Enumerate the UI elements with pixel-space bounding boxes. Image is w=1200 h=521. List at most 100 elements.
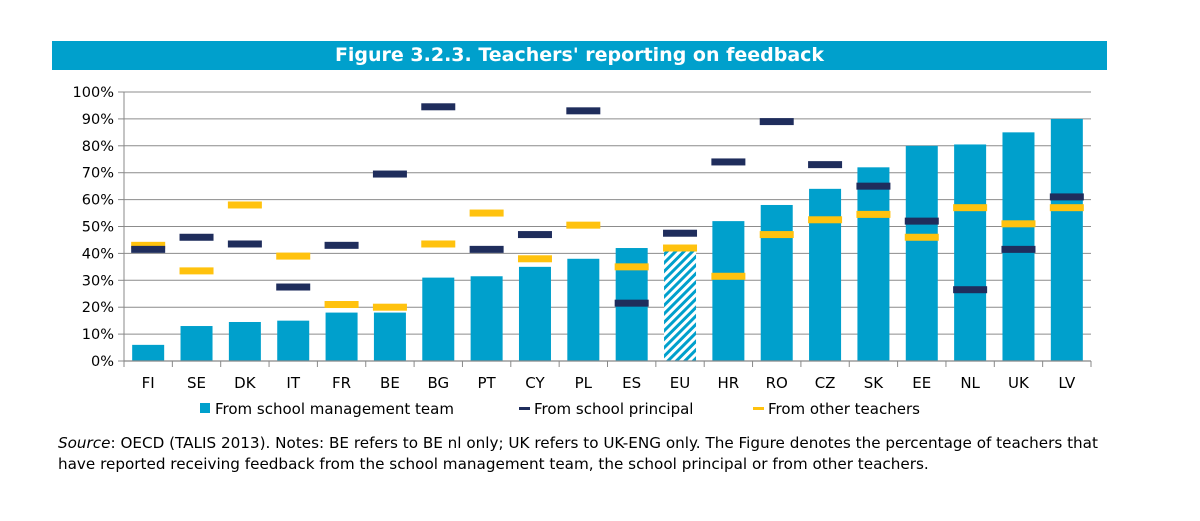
marker-principal-cy (517, 231, 552, 239)
x-tick-label: SE (187, 374, 206, 392)
marker-principal-se (179, 233, 214, 241)
source-text: : OECD (TALIS 2013). Notes: BE refers to… (58, 434, 1098, 473)
x-tick-label: PL (575, 374, 593, 392)
marker-principal-pl (566, 107, 601, 115)
y-tick-label: 40% (82, 246, 114, 262)
bar-lv (1050, 118, 1083, 362)
legend-swatch-principal (519, 407, 530, 410)
bar-be (373, 312, 406, 361)
x-tick-label: NL (960, 374, 980, 392)
bar-fr (325, 312, 358, 361)
y-tick-label: 50% (82, 220, 114, 236)
x-tick-label: FR (332, 374, 351, 392)
bar-pl (567, 258, 600, 361)
marker-teachers-hr (711, 272, 746, 280)
bar-bg (422, 277, 455, 361)
y-axis-tick-labels: 0% 10% 20% 30% 40% 50% 60% 70% 80% 90% 100% (73, 85, 114, 370)
bars-management-team (132, 118, 1083, 362)
marker-principal-dk (227, 240, 262, 248)
marker-teachers-bg (421, 240, 456, 248)
x-tick-label: RO (766, 374, 788, 392)
x-tick-label: EE (912, 374, 931, 392)
marker-teachers-cy (517, 255, 552, 263)
x-tick-label: IT (286, 374, 300, 392)
y-tick-label: 10% (82, 327, 114, 343)
marker-principal-ee (904, 217, 939, 225)
legend: From school management team From school p… (200, 400, 920, 418)
y-tick-label: 70% (82, 166, 114, 182)
x-axis (123, 92, 1092, 367)
marker-principal-eu (663, 229, 698, 237)
marker-principal-fr (324, 241, 359, 249)
marker-principal-es (614, 299, 649, 307)
marker-teachers-se (179, 267, 214, 275)
bar-it (277, 320, 310, 361)
x-tick-label: BG (427, 374, 449, 392)
bar-nl (954, 144, 987, 361)
y-tick-label: 20% (82, 300, 114, 316)
y-tick-label: 0% (91, 354, 114, 370)
bar-hr (712, 221, 745, 361)
marker-teachers-dk (227, 201, 262, 209)
marker-teachers-fi (131, 241, 166, 249)
marker-teachers-lv (1049, 204, 1084, 212)
marker-principal-lv (1049, 193, 1084, 201)
bar-fi (132, 344, 165, 361)
bar-ee (905, 145, 938, 361)
x-tick-label: CZ (815, 374, 836, 392)
marker-teachers-pt (469, 209, 504, 217)
marker-principal-cz (808, 161, 843, 169)
y-tick-label: 90% (82, 112, 114, 128)
marker-teachers-eu (663, 244, 698, 252)
y-tick-label: 30% (82, 273, 114, 289)
bar-sk (857, 167, 890, 361)
marker-teachers-be (372, 303, 407, 311)
x-tick-label: LV (1058, 374, 1076, 392)
marker-teachers-ro (759, 231, 794, 239)
bar-se (180, 326, 213, 361)
legend-swatch-management-team (200, 403, 210, 413)
x-tick-label: PT (478, 374, 497, 392)
marker-teachers-es (614, 263, 649, 271)
x-tick-label: CY (525, 374, 545, 392)
y-tick-label: 80% (82, 139, 114, 155)
marker-teachers-pl (566, 221, 601, 229)
marker-teachers-cz (808, 216, 843, 224)
marker-teachers-nl (953, 204, 988, 212)
source-label: Source (58, 434, 111, 452)
bar-cz (809, 188, 842, 361)
x-tick-label: SK (864, 374, 885, 392)
marker-principal-ro (759, 118, 794, 126)
source-note: Source: OECD (TALIS 2013). Notes: BE ref… (58, 433, 1108, 474)
marker-principal-bg (421, 103, 456, 111)
bar-cy (518, 266, 551, 361)
x-tick-label: HR (718, 374, 740, 392)
marker-principal-it (276, 283, 311, 291)
x-tick-label: ES (622, 374, 641, 392)
x-tick-label: FI (142, 374, 155, 392)
legend-label: From school principal (534, 400, 693, 418)
y-tick-label: 100% (73, 85, 114, 101)
marker-principal-sk (856, 182, 891, 190)
marker-principal-pt (469, 245, 504, 253)
bar-dk (228, 321, 261, 361)
y-tick-label: 60% (82, 193, 114, 209)
x-tick-label: EU (670, 374, 690, 392)
markers (131, 103, 1084, 311)
marker-principal-uk (1001, 245, 1036, 253)
marker-teachers-sk (856, 210, 891, 218)
marker-principal-fi (131, 245, 166, 253)
marker-principal-hr (711, 158, 746, 166)
bar-pt (470, 276, 503, 361)
marker-principal-nl (953, 286, 988, 294)
bar-ro (760, 204, 793, 361)
marker-principal-be (372, 170, 407, 178)
marker-teachers-fr (324, 301, 359, 309)
x-tick-label: DK (234, 374, 257, 392)
figure-title-bar: Figure 3.2.3. Teachers' reporting on fee… (52, 41, 1107, 70)
x-tick-label: UK (1008, 374, 1030, 392)
figure-title: Figure 3.2.3. Teachers' reporting on fee… (334, 44, 825, 66)
marker-teachers-it (276, 252, 311, 260)
marker-teachers-uk (1001, 220, 1036, 228)
